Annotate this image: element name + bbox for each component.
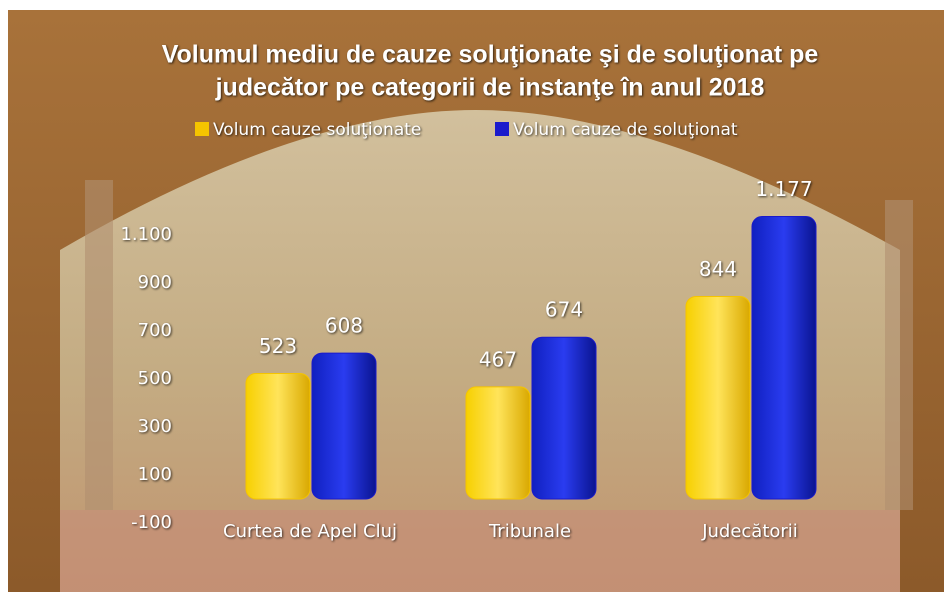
y-tick-label: 1.100 <box>120 224 172 245</box>
y-tick-label: 900 <box>138 272 172 293</box>
column-left <box>85 180 113 510</box>
bar <box>685 295 751 500</box>
legend-swatch <box>195 122 209 136</box>
value-label: 1.177 <box>755 177 812 201</box>
x-tick-label: Curtea de Apel Cluj <box>223 521 397 542</box>
legend-label: Volum cauze de soluţionat <box>513 120 738 140</box>
chart-title: judecător pe categorii de instanţe în an… <box>215 74 765 102</box>
bar <box>465 386 531 500</box>
y-tick-label: 500 <box>138 368 172 389</box>
bar <box>311 352 377 500</box>
x-tick-label: Judecătorii <box>701 521 798 542</box>
y-tick-label: 700 <box>138 320 172 341</box>
legend-label: Volum cauze soluţionate <box>213 120 421 140</box>
y-tick-label: 100 <box>138 464 172 485</box>
value-label: 523 <box>259 334 297 358</box>
value-label: 674 <box>545 298 583 322</box>
value-label: 844 <box>699 257 737 281</box>
y-tick-label: -100 <box>131 512 172 533</box>
bar <box>751 216 817 500</box>
bar <box>531 336 597 500</box>
column-right <box>885 200 913 510</box>
chart-title: Volumul mediu de cauze soluţionate şi de… <box>162 41 819 69</box>
value-label: 467 <box>479 347 517 371</box>
balustrade <box>60 510 900 592</box>
legend-swatch <box>495 122 509 136</box>
bar <box>245 372 311 500</box>
y-tick-label: 300 <box>138 416 172 437</box>
value-label: 608 <box>325 314 363 338</box>
x-tick-label: Tribunale <box>488 521 571 542</box>
